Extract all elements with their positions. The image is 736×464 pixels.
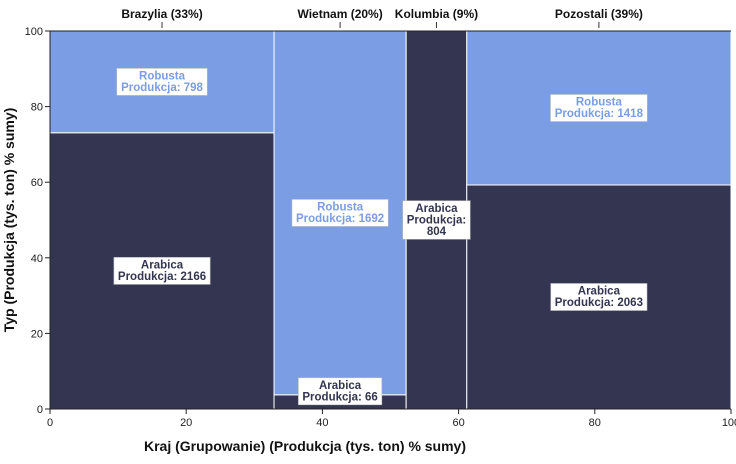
cell-value-label: Produkcja: 66 [302, 391, 377, 403]
x-tick-label: 100 [722, 417, 736, 429]
cell-value-label: Produkcja: 1692 [296, 213, 384, 225]
cell-type-label: Robusta [576, 96, 623, 108]
y-tick-label: 0 [37, 404, 43, 416]
cell-value-label: Produkcja: 1418 [555, 108, 644, 120]
y-tick-label: 20 [31, 328, 43, 340]
y-tick-label: 40 [31, 253, 43, 265]
x-tick-label: 60 [452, 417, 464, 429]
x-tick-label: 20 [180, 417, 192, 429]
cell-type-label: Arabica [415, 203, 458, 215]
cell-type-label: Robusta [139, 70, 186, 82]
cell-label-box [116, 68, 208, 96]
axes-layer: 0 20 40 60 80 100 0 20 40 60 80 100 [25, 26, 736, 429]
x-tick-label: 0 [47, 417, 53, 429]
y-tick-label: 60 [31, 177, 43, 189]
cell-label-box [298, 377, 383, 406]
cell-label-box [550, 283, 648, 311]
column-header-3: Pozostali (39%) [555, 7, 643, 21]
cell-value-label: Produkcja: [407, 214, 466, 226]
cell-value-label: Produkcja: 2063 [555, 297, 643, 309]
cell-type-label: Arabica [141, 259, 184, 271]
x-tick-label: 80 [589, 417, 601, 429]
column-header-1: Wietnam (20%) [297, 7, 382, 21]
y-axis-title: Typ (Produkcja (tys. ton) % sumy) [1, 108, 17, 333]
column-header-0: Brazylia (33%) [121, 7, 202, 21]
cell-label-box [113, 257, 211, 285]
cell-value-label: Produkcja: 2166 [118, 271, 206, 283]
cell-label-box [402, 200, 471, 240]
cell-label-box [550, 94, 648, 122]
cell-type-label: Robusta [317, 201, 364, 213]
cell-value-label: Produkcja: 798 [121, 82, 203, 94]
x-tick-label: 40 [316, 417, 328, 429]
cell-type-label: Arabica [578, 285, 621, 297]
cell-type-label: Arabica [319, 380, 362, 392]
column-header-layer: Brazylia (33%) Wietnam (20%) Kolumbia (9%)… [121, 7, 643, 28]
cell-value-label: 804 [427, 226, 447, 238]
y-tick-label: 100 [25, 26, 43, 38]
y-tick-label: 80 [31, 102, 43, 114]
cell-label-box [291, 199, 389, 227]
column-header-2: Kolumbia (9%) [395, 7, 478, 21]
x-axis-title: Kraj (Grupowanie) (Produkcja (tys. ton) … [144, 438, 466, 454]
